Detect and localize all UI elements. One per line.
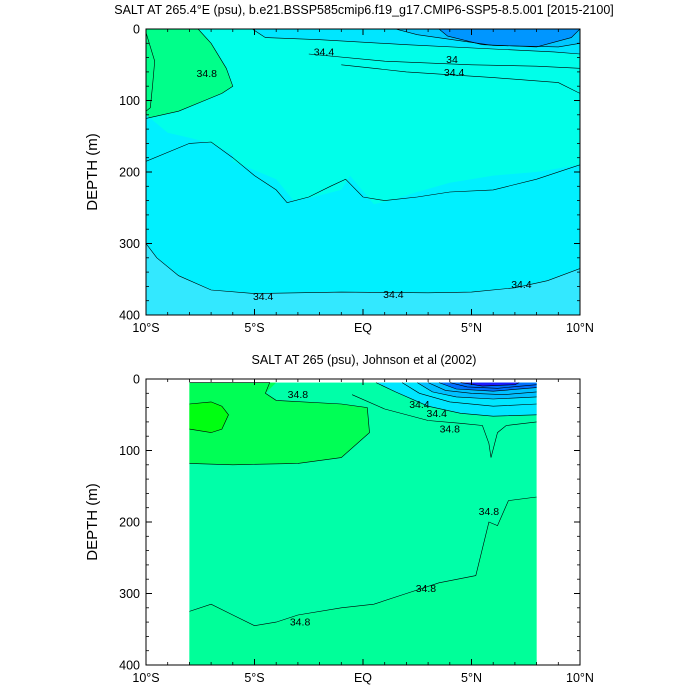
y-tick-label: 100 <box>119 94 140 108</box>
contour-line <box>341 64 580 94</box>
contour-line <box>189 496 537 627</box>
x-tick-label: 5°N <box>461 671 482 685</box>
x-tick-label: 10°S <box>132 321 159 335</box>
region-deep-green-layer <box>189 497 537 665</box>
contour-label: 34.8 <box>290 617 311 629</box>
region-freshest-core <box>460 382 520 387</box>
contour-line <box>308 53 580 69</box>
contour-line <box>417 382 537 400</box>
contour-label: 34.4 <box>409 399 430 411</box>
region-deep-fresh-layer <box>146 243 580 315</box>
y-axis-label: DEPTH (m) <box>84 133 101 211</box>
y-tick-label: 400 <box>119 309 140 323</box>
axis-ticks: 10°S 5°S EQ 5°N 10°N 0 100 200 300 400 <box>119 23 594 336</box>
x-tick-label: 5°N <box>461 321 482 335</box>
contour-line <box>351 394 537 458</box>
y-tick-label: 400 <box>119 659 140 673</box>
panel-observation: SALT AT 265 (psu), Johnson et al (2002) … <box>84 353 594 685</box>
y-tick-label: 100 <box>119 444 140 458</box>
y-tick-label: 300 <box>119 237 140 251</box>
region-surface-mid-layer <box>146 114 580 315</box>
y-tick-label: 0 <box>133 373 140 387</box>
contour-line <box>189 382 370 466</box>
contour-line <box>438 382 537 392</box>
y-axis-label: DEPTH (m) <box>84 483 101 561</box>
contour-label: 34.8 <box>197 68 218 80</box>
contour-label: 34.4 <box>253 291 274 303</box>
contour-label: 34.8 <box>440 424 461 436</box>
contour-line <box>189 401 229 433</box>
plot-area <box>146 29 580 315</box>
contour-line <box>146 32 156 112</box>
y-tick-label: 200 <box>119 516 140 530</box>
contour-label: 34.4 <box>444 67 465 79</box>
contour-label: 34.8 <box>416 583 437 595</box>
plot-area <box>189 382 537 665</box>
x-tick-label: 5°S <box>244 321 264 335</box>
contour-label: 34 <box>446 54 458 66</box>
panel-title: SALT AT 265.4°E (psu), b.e21.BSSP585cmip… <box>114 3 614 17</box>
contour-line <box>146 243 580 294</box>
contour-labels: 34.8 34.434.4 34.8 34.8 34.8 34.8 <box>288 389 500 629</box>
x-tick-label: 10°N <box>566 321 594 335</box>
contour-label: 34.4 <box>314 46 335 58</box>
contour-line <box>146 29 234 119</box>
x-tick-label: EQ <box>354 321 372 335</box>
contour-line <box>252 29 580 55</box>
contour-line <box>375 382 537 417</box>
contour-line <box>438 29 580 48</box>
region-salty-band <box>146 29 233 119</box>
y-tick-label: 0 <box>133 23 140 37</box>
panel-model: SALT AT 265.4°E (psu), b.e21.BSSP585cmip… <box>84 3 614 335</box>
region-saltiest-core <box>189 401 229 433</box>
contour-label: 34.8 <box>479 506 500 518</box>
axis-ticks: 10°S 5°S EQ 5°N 10°N 0 100 200 300 400 <box>119 373 594 686</box>
contour-label: 34.4 <box>383 289 404 301</box>
contour-line <box>401 382 537 407</box>
x-tick-label: EQ <box>354 671 372 685</box>
y-tick-label: 300 <box>119 587 140 601</box>
x-tick-label: 5°S <box>244 671 264 685</box>
x-tick-label: 10°N <box>566 671 594 685</box>
contour-label: 34.4 <box>511 279 532 291</box>
contour-label: 34.8 <box>288 389 309 401</box>
y-tick-label: 200 <box>119 166 140 180</box>
x-tick-label: 10°S <box>132 671 159 685</box>
contour-label: 34.4 <box>427 408 448 420</box>
contour-line <box>146 141 580 204</box>
contour-line <box>427 382 537 396</box>
panel-title: SALT AT 265 (psu), Johnson et al (2002) <box>252 353 477 367</box>
contour-line <box>449 382 537 389</box>
